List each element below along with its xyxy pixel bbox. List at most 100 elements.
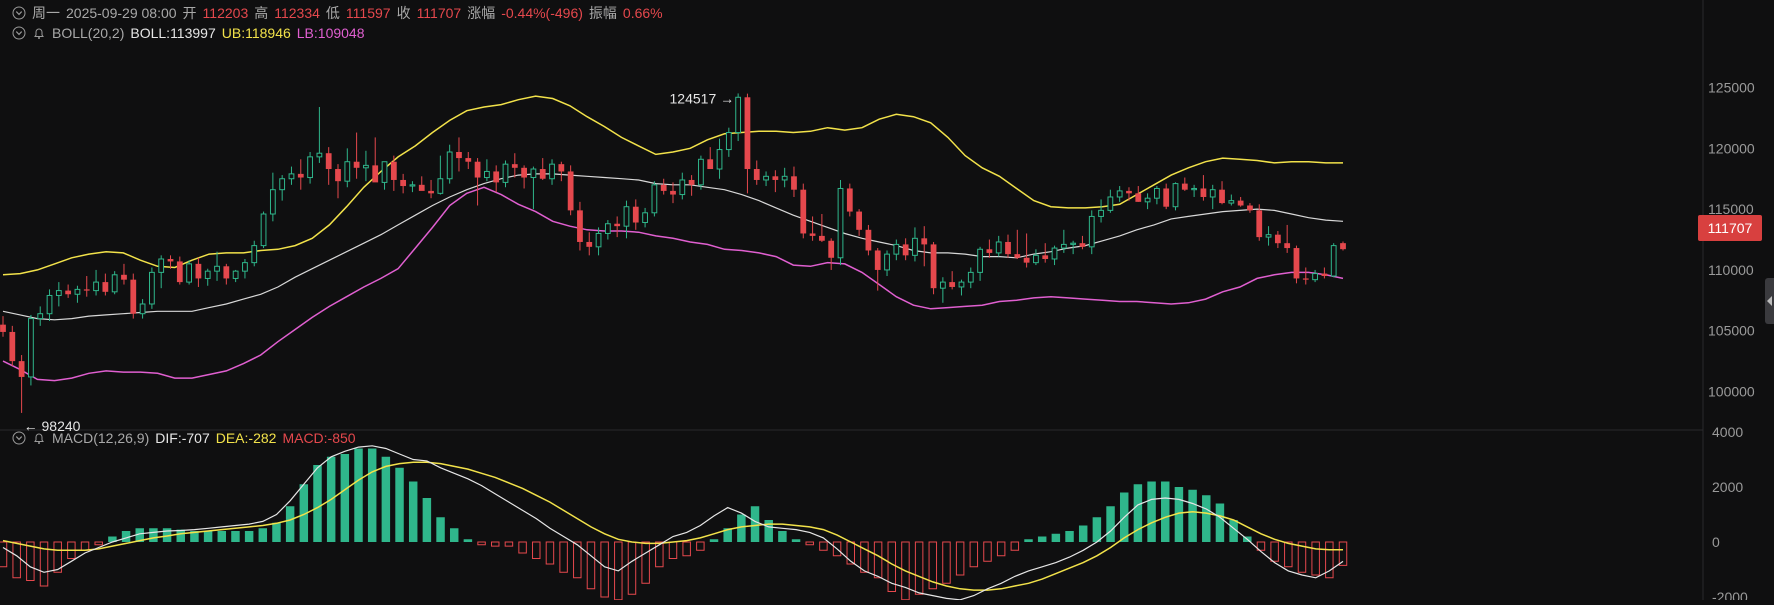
- candle-body-up: [679, 179, 686, 196]
- price-tick-label: 105000: [1708, 323, 1755, 339]
- macd-hist-bar-neg: [655, 541, 664, 568]
- candle-body-up: [1191, 187, 1197, 191]
- macd-hist-bar-pos: [791, 539, 801, 542]
- candle-body-down: [511, 164, 518, 168]
- chevron-circle-icon[interactable]: [12, 26, 26, 40]
- candle-body-up: [893, 243, 900, 255]
- weekday-label: 周一: [32, 5, 60, 21]
- panel-handle-icon[interactable]: [1765, 278, 1774, 324]
- close-value: 111707: [416, 5, 462, 21]
- macd-hist-bar-neg: [600, 541, 609, 598]
- candle-body-down: [1023, 257, 1030, 263]
- candle-body-up: [37, 313, 44, 320]
- candle-body-down: [0, 324, 6, 332]
- candle-body-down: [390, 161, 397, 180]
- macd-hist-bar-pos: [1174, 487, 1184, 542]
- candle-body-down: [819, 235, 825, 241]
- macd-hist-bar-neg: [641, 541, 650, 584]
- bell-icon[interactable]: [32, 431, 46, 445]
- macd-hist-bar-neg: [1284, 541, 1293, 568]
- bell-icon[interactable]: [32, 26, 46, 40]
- macd-hist-bar-neg: [819, 541, 828, 551]
- macd-hist-bar-pos: [1147, 481, 1156, 542]
- macd-hist-bar-neg: [39, 541, 49, 587]
- candle-body-down: [753, 169, 760, 180]
- macd-hist-bar-pos: [108, 536, 117, 542]
- candle-body-up: [158, 258, 165, 273]
- candle-body-up: [74, 288, 81, 295]
- candle-body-down: [614, 223, 621, 227]
- macd-hist-bar-pos: [422, 498, 432, 542]
- candle-body-up: [363, 164, 369, 169]
- candle-body-up: [28, 318, 34, 378]
- candle-body-down: [1014, 254, 1021, 258]
- candle-body-up: [204, 270, 211, 279]
- candle-body-up: [623, 206, 630, 227]
- candle-body-down: [428, 190, 434, 194]
- extreme-price-annotation: ← 98240: [24, 418, 81, 434]
- candle-body-up: [1154, 187, 1160, 199]
- macd-hist-bar-neg: [914, 541, 924, 595]
- boll-lower-band: [2, 186, 1344, 382]
- candle-body-up: [604, 223, 611, 234]
- candle-body-up: [884, 253, 890, 271]
- macd-hist-bar-neg: [1311, 541, 1320, 576]
- macd-hist-bar-pos: [436, 517, 445, 542]
- candle-body-up: [55, 290, 62, 296]
- macd-hist-bar-neg: [682, 541, 691, 557]
- macd-dif-line: [2, 445, 1344, 601]
- macd-hist-bar-neg: [532, 541, 541, 559]
- macd-hist-bar-neg: [573, 541, 582, 579]
- candle-body-up: [1033, 254, 1039, 264]
- candle-body-down: [223, 266, 230, 279]
- candle-body-up: [837, 187, 844, 259]
- extreme-price-annotation: 124517 →: [670, 90, 735, 106]
- candle-body-down: [400, 179, 407, 187]
- open-label: 开: [182, 5, 197, 21]
- candle-body-up: [1116, 190, 1123, 198]
- chevron-circle-icon[interactable]: [12, 431, 26, 445]
- candle-body-down: [130, 279, 137, 314]
- macd-hist-bar-pos: [764, 520, 773, 542]
- candle-body-up: [1312, 273, 1318, 281]
- candle-body-down: [865, 229, 872, 251]
- candle-body-up: [381, 161, 388, 183]
- candle-body-down: [539, 169, 546, 179]
- candle-body-down: [102, 282, 109, 292]
- macd-hist-bar-pos: [231, 531, 240, 542]
- macd-hist-bar-neg: [627, 541, 637, 595]
- candle-body-up: [279, 178, 286, 191]
- macd-hist-bar-pos: [709, 539, 719, 542]
- candle-body-up: [530, 168, 537, 179]
- candle-body-up: [260, 213, 267, 247]
- low-label: 低: [325, 5, 340, 21]
- macd-hist-bar-neg: [80, 541, 90, 551]
- candle-body-down: [1219, 189, 1225, 204]
- candle-body-up: [977, 248, 983, 273]
- macd-hist-bar-pos: [354, 448, 363, 542]
- macd-hist-bar-pos: [1037, 536, 1047, 542]
- close-label: 收: [396, 5, 411, 21]
- chevron-circle-icon[interactable]: [12, 6, 26, 20]
- candle-body-down: [558, 164, 565, 172]
- macd-hist-bar-neg: [1297, 541, 1307, 573]
- macd-hist-bar-pos: [1024, 539, 1033, 542]
- macd-hist-bar-neg: [873, 541, 883, 579]
- macd-hist-bar-pos: [381, 456, 391, 542]
- candle-body-down: [1181, 183, 1188, 190]
- high-label: 高: [254, 5, 269, 21]
- candle-body-down: [372, 165, 379, 183]
- candle-body-up: [725, 132, 732, 151]
- macd-hist-bar-neg: [887, 541, 897, 592]
- candle-body-down: [65, 290, 72, 295]
- candle-body-down: [1321, 273, 1328, 277]
- candle-body-up: [763, 175, 769, 181]
- macd-hist-bar-pos: [1133, 484, 1143, 542]
- candle-body-down: [1340, 243, 1346, 250]
- candle-body-down: [660, 184, 667, 191]
- macd-hist-bar-pos: [162, 528, 172, 542]
- macd-hist-bar-pos: [750, 506, 760, 542]
- candle-body-down: [688, 179, 695, 185]
